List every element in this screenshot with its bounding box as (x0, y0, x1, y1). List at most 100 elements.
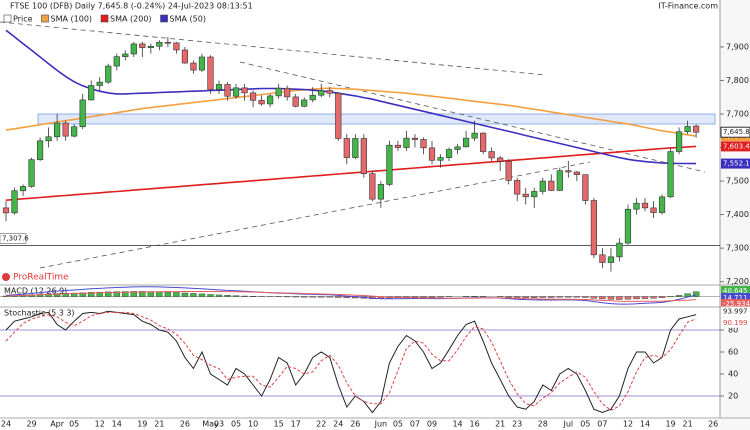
histogram-bar (539, 296, 546, 298)
candle-body (105, 65, 112, 83)
candle-body (318, 90, 325, 96)
candle-body (232, 87, 240, 97)
y-tick-label: 7,300 (726, 244, 749, 253)
candle-body (488, 151, 495, 159)
candle-body (54, 122, 61, 138)
value-box (721, 317, 750, 328)
candle-body (369, 173, 376, 200)
histogram-bar (607, 296, 615, 300)
candle-body (556, 170, 563, 191)
candle-body (2, 207, 10, 214)
support-box (0, 233, 27, 244)
histogram-bar (87, 292, 95, 297)
candle-body (258, 99, 265, 105)
x-tick-label: 14 (640, 420, 650, 429)
histogram-bar (139, 291, 146, 297)
candle-body (45, 136, 52, 142)
panel-title: MACD (12 26 9) (4, 287, 67, 296)
histogram-bar (599, 296, 606, 300)
line-series (5, 286, 697, 305)
y-tick-label: 7,900 (726, 42, 749, 51)
histogram-bar (684, 293, 691, 297)
x-tick-label: 21 (495, 420, 505, 429)
histogram-bar (573, 296, 581, 298)
value-box (720, 126, 750, 138)
y-tick-label: 7,500 (726, 177, 749, 186)
candle-body (497, 157, 504, 162)
y-tick-label: 7,800 (726, 76, 749, 85)
candle-body (335, 92, 342, 139)
histogram-bar (556, 296, 563, 298)
x-tick-label: 15 (274, 420, 284, 429)
histogram-bar (582, 296, 589, 298)
histogram-bar (548, 296, 555, 298)
candle-body (224, 84, 231, 97)
resistance-zone (37, 113, 716, 125)
value-label: -25.934 (723, 300, 750, 308)
histogram-bar (53, 293, 61, 297)
candle-body (207, 56, 214, 90)
x-tick-label: Jul (562, 420, 573, 429)
y-tick-label: 40 (728, 370, 738, 379)
candle-body (249, 92, 257, 101)
value-box (721, 299, 750, 309)
candle-body (462, 137, 470, 148)
candle-body (445, 149, 453, 158)
trend-line (0, 21, 546, 76)
legend-swatch (3, 14, 12, 23)
candle-body (215, 84, 223, 90)
x-tick-label: May (202, 420, 219, 429)
x-tick-label: 07 (410, 420, 420, 429)
x-tick-label: 07 (597, 420, 607, 429)
candle-body (693, 125, 700, 133)
candle-body (130, 43, 137, 55)
x-tick-label: 03 (214, 420, 224, 429)
histogram-bar (309, 296, 316, 298)
candle-body (360, 138, 367, 174)
candle-body (28, 159, 35, 187)
candle-body (190, 62, 197, 71)
histogram-bar (650, 296, 657, 299)
y-tick-label: 80 (728, 326, 738, 335)
legend-label: SMA (100) (51, 15, 93, 24)
histogram-bar (79, 292, 86, 297)
candle-body (667, 151, 674, 198)
histogram-bar (318, 296, 325, 298)
legend-label: SMA (50) (170, 15, 206, 24)
legend-swatch (160, 14, 168, 23)
candle-body (198, 56, 206, 71)
x-tick-label: 21 (683, 420, 693, 429)
x-tick-label: 10 (248, 420, 258, 429)
histogram-bar (207, 294, 214, 297)
candle-body (122, 53, 129, 57)
candle-body (675, 131, 683, 152)
brand: ProRealTime (13, 273, 69, 283)
histogram-bar (428, 296, 436, 298)
candle-body (394, 144, 402, 148)
candle-body (590, 200, 597, 256)
line-series (5, 87, 697, 137)
candle-body (437, 157, 444, 161)
candle-body (147, 45, 154, 48)
value-box (721, 141, 750, 152)
x-tick-label: 05 (580, 420, 590, 429)
x-tick-label: 14 (112, 420, 122, 429)
y-tick-label: 7,200 (726, 277, 749, 286)
histogram-bar (62, 293, 69, 297)
candle-body (505, 160, 512, 181)
candle-body (377, 184, 384, 200)
histogram-bar (181, 292, 189, 297)
histogram-bar (505, 296, 512, 298)
legend-swatch (41, 14, 49, 23)
x-tick-label: 12 (95, 420, 105, 429)
candle-body (514, 180, 521, 195)
y-tick-label: 7,700 (726, 110, 749, 119)
x-tick-label: 16 (470, 420, 480, 429)
histogram-bar (514, 296, 521, 298)
value-box (721, 306, 750, 317)
histogram-bar (164, 291, 172, 297)
candle-body (386, 144, 393, 185)
candle-body (79, 99, 86, 128)
histogram-bar (96, 291, 103, 297)
histogram-bar (641, 296, 649, 299)
